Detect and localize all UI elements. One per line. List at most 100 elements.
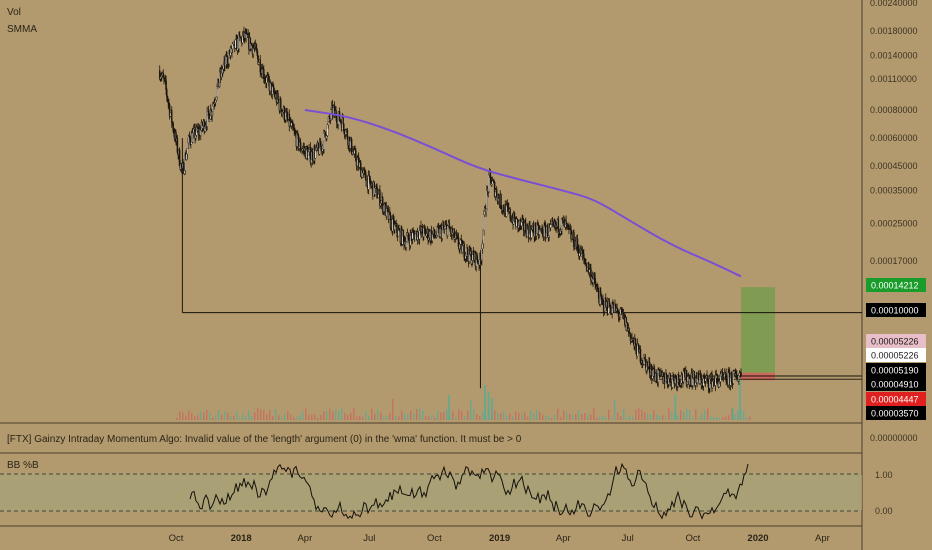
price-label-value: 0.00005226 [871,337,919,347]
volume-bar [188,410,190,420]
volume-bar [602,415,604,420]
volume-bar [197,415,199,420]
time-tick-label: Apr [297,533,312,544]
volume-bar [722,417,724,420]
volume-bar [284,413,286,420]
volume-bar [272,416,274,420]
volume-bar [536,409,538,420]
volume-bar [326,410,328,420]
volume-bar [518,412,520,420]
candle-body [568,225,570,229]
volume-bar [323,411,325,420]
volume-bar [374,413,376,420]
candles [158,26,742,394]
volume-bar [584,412,586,420]
volume-bar [611,417,613,420]
volume-bar [629,415,631,420]
volume-bar [410,410,412,420]
price-label-value: 0.00014212 [871,281,919,291]
volume-bar [653,409,655,420]
volume-bar [737,409,739,420]
volume-bar [269,409,271,420]
volume-bar [464,415,466,420]
volume-bar [209,412,211,420]
price-tick-label: 0.00080000 [870,105,918,115]
volume-bar [248,410,250,420]
price-label-value: 0.00005226 [871,351,919,361]
volume-bar [404,413,406,420]
volume-bar [290,414,292,420]
time-axis-ticks: Oct 2018 Apr Jul Oct 2019 Apr Jul Oct 2020 Apr [169,533,830,544]
volume-bar [494,410,496,420]
candle-body [669,373,671,382]
candle-body [284,112,287,120]
volume-bar [233,415,235,420]
target-zone[interactable] [741,287,775,373]
candle-body [740,372,742,377]
volume-bar [296,416,298,420]
volume-bar [224,411,226,420]
volume-bar [419,408,421,420]
volume-bar [749,416,751,420]
volume-bar [239,417,241,420]
volume-bar [620,416,622,420]
volume-bar [701,412,703,420]
volume-bar [470,400,472,420]
legend-vol: Vol [7,7,21,18]
volume-bar [380,412,382,420]
volume-spike [487,392,490,420]
volume-bar [578,410,580,420]
candle-body [509,208,511,219]
volume-bar [695,409,697,420]
volume-bar [257,408,259,420]
volume-bar [617,412,619,420]
price-tick-label: 0.00110000 [870,74,917,84]
time-tick-label: 2020 [747,533,768,544]
volume-bar [302,411,304,420]
volume-bar [281,416,283,420]
price-label-bg [866,363,926,377]
candle-body [186,148,189,155]
volume-bar [344,412,346,420]
indicator-axis-label: 0.00000000 [870,433,918,443]
volume-bar [452,411,454,420]
price-label-bg [866,377,926,391]
volume-bar [575,413,577,420]
volume-bar [497,413,499,420]
volume-bar [533,413,535,420]
volume-spike [483,385,486,420]
volume-bar [446,409,448,420]
volume-bar [509,413,511,420]
volume-bar [176,417,178,420]
volume-bar [632,416,634,420]
volume-bar [194,416,196,420]
bb-tick-0: 0.00 [875,506,893,516]
volume-bar [608,409,610,420]
volume-bar [548,416,550,420]
volume-bar [413,413,415,420]
price-label-bg [866,334,926,348]
volume-bar [746,416,748,420]
price-label-bg [866,278,926,292]
volume-bar [386,415,388,420]
candle-body [406,235,408,242]
volume-bar [506,415,508,420]
volume-bar [206,409,208,420]
volume-bar [572,415,574,420]
price-tick-label: 0.00180000 [870,26,918,36]
volume-bar [314,414,316,420]
volume-bar [668,408,670,420]
time-tick-label: Oct [169,533,184,544]
volume-bar [566,412,568,420]
volume-bar [320,415,322,420]
volume-bar [713,416,715,420]
risk-reward-zones[interactable] [741,287,775,381]
candle-body [171,109,173,123]
candle-body [495,189,498,198]
candle-body [324,131,327,136]
volume-bar [350,412,352,420]
price-labels: 0.00014212 0.00010000 0.00005226 0.00005226… [866,278,926,420]
candle-body [644,358,647,363]
